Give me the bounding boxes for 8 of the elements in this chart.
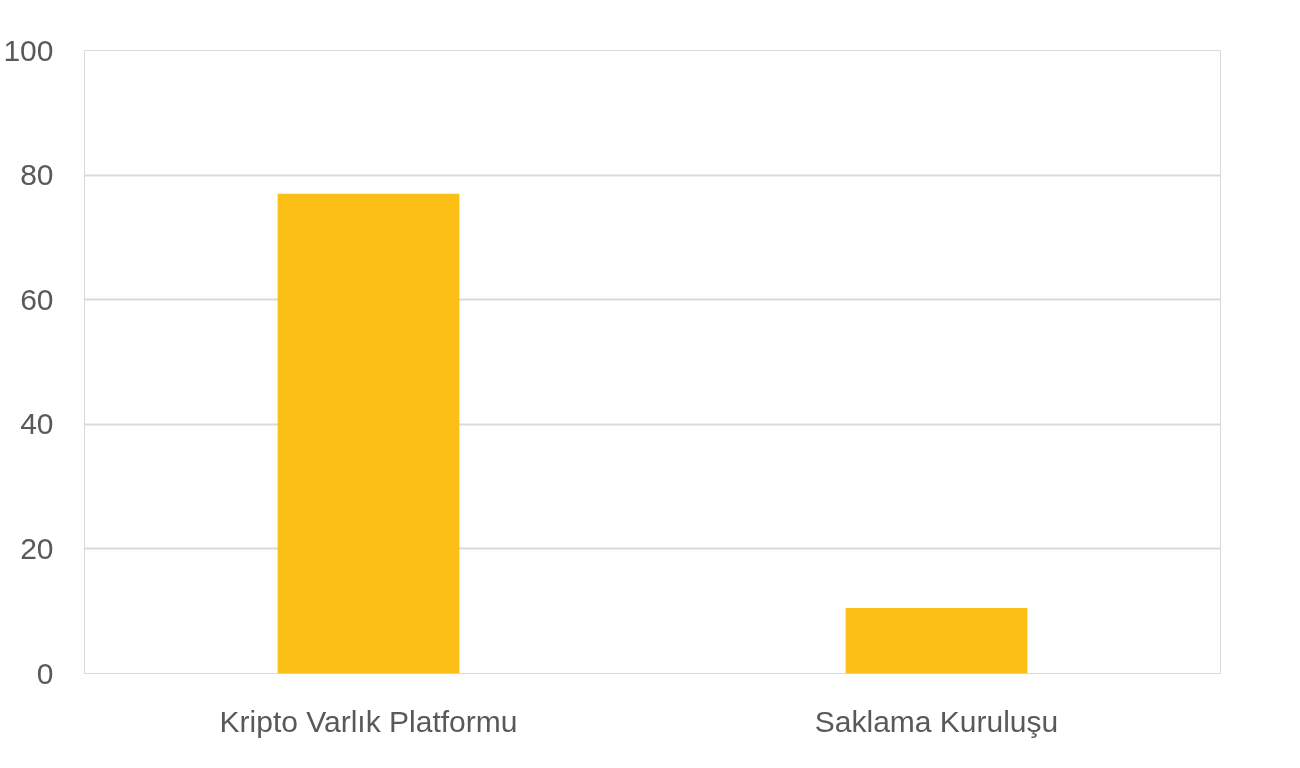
y-tick-label: 20	[20, 531, 54, 565]
y-tick-label: 80	[20, 158, 54, 192]
y-tick-label: 0	[36, 656, 54, 690]
y-tick-label: 60	[20, 282, 54, 316]
y-tick-label: 40	[20, 407, 54, 441]
y-tick-label: 100	[3, 33, 54, 67]
x-tick-label: Saklama Kuruluşu	[814, 704, 1059, 738]
x-tick-label: Kripto Varlık Platformu	[219, 704, 518, 738]
